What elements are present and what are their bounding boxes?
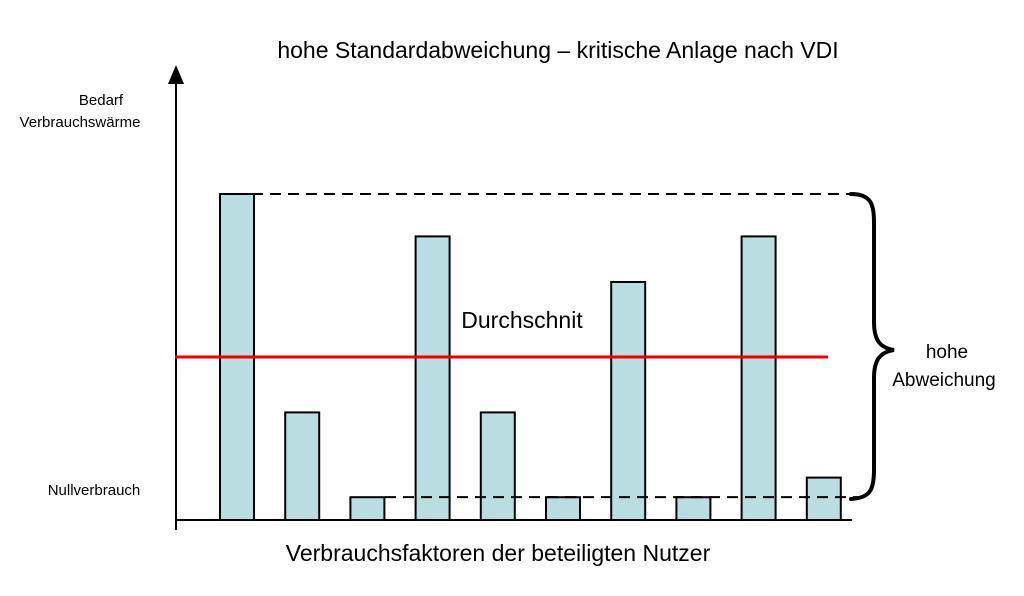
- y-axis-label-line-1: Bedarf: [79, 92, 124, 109]
- zero-consumption-label: Nullverbrauch: [48, 482, 141, 499]
- bar-7: [610, 281, 647, 521]
- bar-6: [545, 496, 581, 522]
- bars-group: [219, 193, 842, 522]
- curly-brace-icon: [849, 192, 895, 501]
- diagram-title: hohe Standardabweichung – kritische Anla…: [277, 37, 838, 63]
- bar-8: [675, 496, 712, 522]
- bar-5: [479, 411, 516, 521]
- y-axis-arrowhead: [168, 65, 184, 84]
- bar-10: [805, 476, 842, 522]
- bar-9: [740, 235, 777, 521]
- y-axis-label-line-2: Verbrauchswärme: [20, 114, 141, 131]
- x-axis-label: Verbrauchsfaktoren der beteiligten Nutze…: [286, 540, 711, 566]
- bar-4: [414, 235, 451, 521]
- average-label: Durchschnit: [461, 307, 583, 333]
- deviation-label-line-2: Abweichung: [892, 370, 996, 391]
- bar-3: [349, 496, 386, 522]
- deviation-label-line-1: hohe: [926, 342, 968, 363]
- bar-2: [284, 411, 321, 521]
